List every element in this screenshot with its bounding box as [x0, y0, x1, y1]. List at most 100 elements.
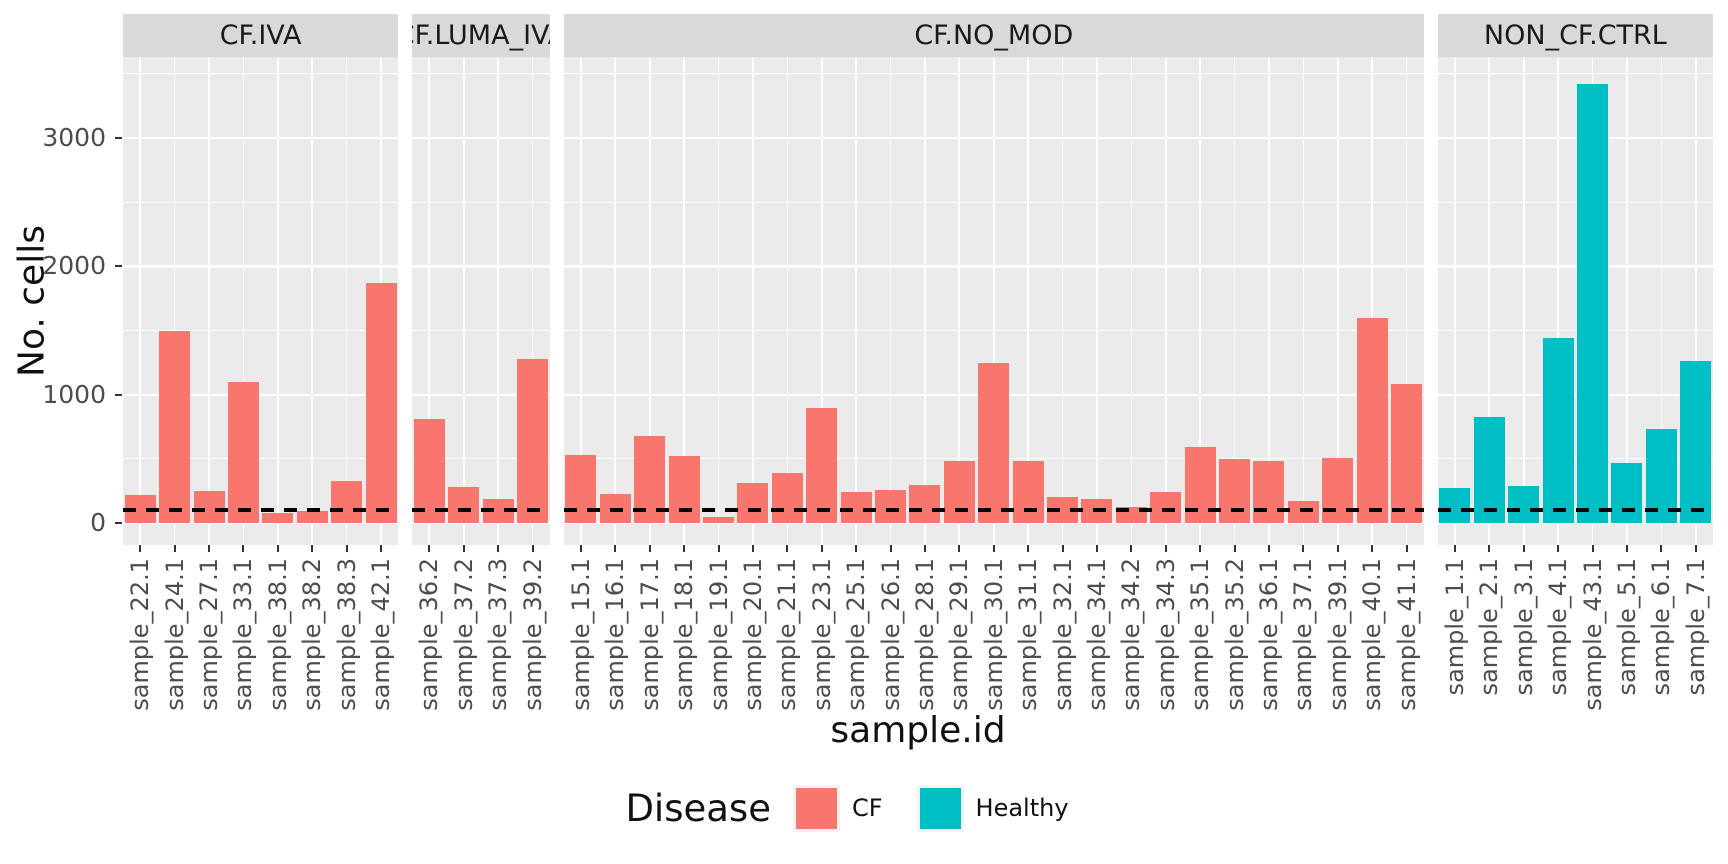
category-gridline [173, 57, 176, 545]
x-tick [992, 545, 995, 552]
facet-strip-label: CF.NO_MOD [914, 20, 1074, 51]
bar-sample_37.2 [448, 487, 480, 523]
category-gridline [614, 57, 617, 545]
category-gridline [786, 57, 789, 545]
x-tick [1027, 545, 1030, 552]
x-tick-label-sample_21.1: sample_21.1 [773, 558, 802, 711]
major-gridline [1437, 136, 1713, 140]
x-tick [1488, 545, 1491, 552]
x-tick-label-sample_34.2: sample_34.2 [1117, 558, 1146, 711]
minor-gridline [412, 330, 550, 332]
facet-panel-NON_CF.CTRL [1437, 57, 1713, 545]
category-gridline [1164, 57, 1167, 545]
category-gridline [889, 57, 892, 545]
x-tick-label-sample_36.2: sample_36.2 [415, 558, 444, 711]
x-tick-label-sample_20.1: sample_20.1 [739, 558, 767, 711]
x-tick [1557, 545, 1560, 552]
threshold-dashed-line [123, 508, 399, 513]
x-tick-label-sample_37.2: sample_37.2 [449, 558, 478, 711]
x-tick [1371, 545, 1374, 552]
category-gridline [992, 57, 995, 545]
x-tick-label-sample_23.1: sample_23.1 [807, 558, 836, 711]
x-tick [820, 545, 823, 552]
bar-sample_31.1 [1012, 460, 1044, 523]
legend-title: Disease [625, 786, 771, 830]
category-gridline [1557, 57, 1559, 545]
major-gridline [123, 393, 399, 396]
x-tick-label-sample_25.1: sample_25.1 [842, 558, 871, 711]
x-tick-label-sample_30.1: sample_30.1 [979, 558, 1008, 711]
x-tick [1164, 545, 1167, 552]
x-tick [1522, 545, 1525, 552]
x-tick-label-sample_28.1: sample_28.1 [911, 558, 939, 711]
major-gridline [1437, 521, 1713, 525]
x-tick-label-sample_39.1: sample_39.1 [1323, 558, 1352, 711]
minor-gridline [412, 458, 550, 460]
category-gridline [208, 57, 210, 545]
x-tick [924, 545, 926, 552]
category-gridline [1454, 57, 1456, 545]
category-gridline [1027, 57, 1029, 545]
category-gridline [345, 57, 348, 545]
bar-sample_38.1 [262, 512, 294, 523]
y-tick [115, 522, 122, 524]
x-tick [1302, 545, 1305, 552]
x-tick-label-sample_5.1: sample_5.1 [1613, 558, 1641, 696]
legend: Disease CF Healthy [0, 780, 1728, 836]
bar-sample_25.1 [840, 492, 872, 523]
major-gridline [123, 265, 399, 268]
x-tick [173, 545, 176, 552]
bar-sample_4.1 [1542, 338, 1574, 523]
facet-strip-label: CF.LUMA_IVA [412, 20, 550, 51]
x-tick [1660, 545, 1663, 552]
minor-gridline [1437, 201, 1713, 203]
x-tick-label-sample_35.1: sample_35.1 [1186, 558, 1215, 711]
x-tick-label-sample_34.1: sample_34.1 [1083, 558, 1111, 711]
category-gridline [820, 57, 823, 545]
x-tick [1626, 545, 1628, 552]
x-tick-label-sample_29.1: sample_29.1 [945, 558, 974, 711]
category-gridline [1694, 57, 1697, 545]
facet-strip-label: CF.IVA [219, 20, 302, 51]
x-tick-label-sample_32.1: sample_32.1 [1048, 558, 1077, 711]
major-gridline [412, 136, 550, 140]
x-tick [717, 545, 720, 552]
facet-strip-CF.NO_MOD: CF.NO_MOD [563, 14, 1424, 57]
category-gridline [497, 57, 500, 545]
y-tick [115, 137, 122, 140]
x-tick [497, 545, 500, 552]
facet-strip-CF.IVA: CF.IVA [123, 14, 399, 57]
x-tick-label-sample_35.2: sample_35.2 [1220, 558, 1249, 711]
category-gridline [1626, 57, 1628, 545]
x-tick [380, 545, 382, 552]
category-gridline [580, 57, 582, 545]
bar-sample_20.1 [737, 482, 769, 523]
x-tick-label-sample_2.1: sample_2.1 [1475, 558, 1504, 696]
x-tick-label-sample_40.1: sample_40.1 [1358, 558, 1387, 711]
category-gridline [1660, 57, 1663, 545]
bar-sample_43.1 [1577, 84, 1609, 523]
bar-sample_40.1 [1356, 317, 1388, 523]
x-tick-label-sample_4.1: sample_4.1 [1544, 558, 1573, 696]
bar-sample_33.1 [227, 381, 259, 523]
x-tick [1268, 545, 1270, 552]
threshold-dashed-line [1437, 508, 1713, 513]
threshold-dashed-line [563, 508, 1424, 513]
x-tick [1061, 545, 1064, 552]
x-tick [1096, 545, 1098, 552]
x-tick [139, 545, 142, 552]
category-gridline [1405, 57, 1408, 545]
category-gridline [311, 57, 313, 545]
category-gridline [648, 57, 651, 545]
x-tick-label-sample_37.1: sample_37.1 [1289, 558, 1318, 711]
x-tick [1454, 545, 1456, 552]
x-tick [345, 545, 348, 552]
bar-sample_21.1 [771, 473, 803, 523]
x-tick-label-sample_15.1: sample_15.1 [567, 558, 595, 711]
bar-sample_1.1 [1439, 488, 1471, 523]
x-tick [752, 545, 754, 552]
bar-sample_7.1 [1680, 361, 1712, 523]
major-gridline [412, 393, 550, 396]
category-gridline [242, 57, 245, 545]
